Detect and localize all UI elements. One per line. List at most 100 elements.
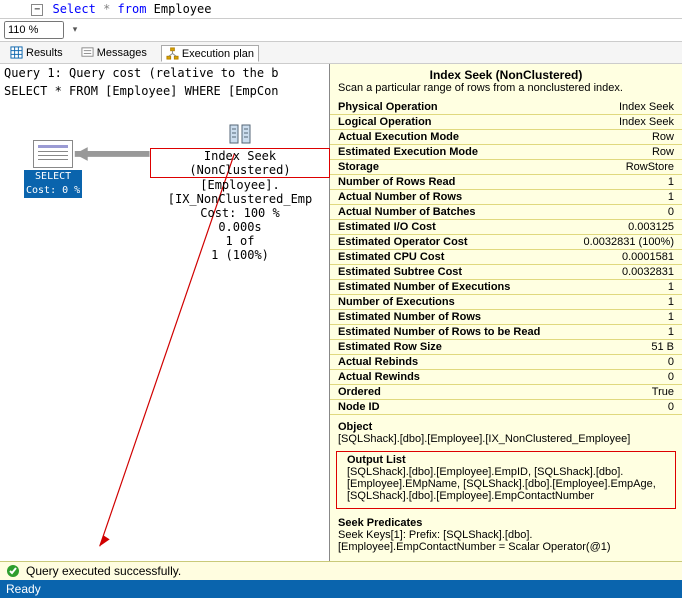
tooltip-output-label: Output List: [339, 454, 673, 466]
tooltip-prop-name: Estimated Execution Mode: [330, 145, 567, 160]
tooltip-prop-name: Logical Operation: [330, 115, 567, 130]
tooltip-property-table: Physical OperationIndex SeekLogical Oper…: [330, 100, 682, 415]
seek-rows-a: 1 of: [150, 234, 330, 248]
tab-messages[interactable]: Messages: [77, 45, 151, 60]
tooltip-prop-name: Estimated CPU Cost: [330, 250, 567, 265]
tooltip-row: Estimated I/O Cost0.003125: [330, 220, 682, 235]
seek-rows-b: 1 (100%): [150, 248, 330, 262]
tooltip-prop-value: 1: [567, 190, 682, 205]
tooltip-row: Actual Execution ModeRow: [330, 130, 682, 145]
plan-icon: [166, 47, 179, 60]
select-node-icon: [33, 140, 73, 168]
tooltip-prop-name: Actual Number of Batches: [330, 205, 567, 220]
tooltip-prop-name: Actual Number of Rows: [330, 190, 567, 205]
select-node-cost: Cost: 0 %: [24, 184, 82, 198]
tooltip-row: Estimated Subtree Cost0.0032831: [330, 265, 682, 280]
tooltip-row: Estimated Number of Rows1: [330, 310, 682, 325]
tooltip-prop-value: 0.003125: [567, 220, 682, 235]
success-icon: [6, 564, 20, 578]
tooltip-row: Node ID0: [330, 400, 682, 415]
tooltip-row: Actual Rebinds0: [330, 355, 682, 370]
results-tabs: Results Messages Execution plan: [0, 42, 682, 64]
tooltip-prop-name: Number of Rows Read: [330, 175, 567, 190]
kw-from: from: [118, 2, 147, 16]
tooltip-object-label: Object: [330, 415, 682, 433]
tooltip-row: Estimated Number of Rows to be Read1: [330, 325, 682, 340]
plan-node-index-seek[interactable]: Index Seek (NonClustered) [Employee].[IX…: [150, 122, 330, 262]
index-seek-icon: [228, 122, 252, 146]
tooltip-seekpred-label: Seek Predicates: [330, 511, 682, 529]
tooltip-row: Estimated Row Size51 B: [330, 340, 682, 355]
tooltip-prop-name: Actual Rewinds: [330, 370, 567, 385]
status-message: Query executed successfully.: [26, 564, 181, 578]
tooltip-prop-name: Node ID: [330, 400, 567, 415]
tooltip-prop-value: 0: [567, 355, 682, 370]
select-node-label: SELECT: [24, 170, 82, 184]
tooltip-prop-name: Ordered: [330, 385, 567, 400]
messages-icon: [81, 46, 94, 59]
tooltip-prop-value: 1: [567, 175, 682, 190]
seek-title: Index Seek (NonClustered): [150, 148, 330, 178]
tooltip-prop-name: Estimated Number of Executions: [330, 280, 567, 295]
status-bar: Query executed successfully.: [0, 561, 682, 580]
tooltip-prop-value: 0: [567, 370, 682, 385]
tooltip-row: Estimated Execution ModeRow: [330, 145, 682, 160]
tooltip-prop-name: Estimated I/O Cost: [330, 220, 567, 235]
sql-star: *: [103, 2, 110, 16]
tooltip-prop-name: Actual Rebinds: [330, 355, 567, 370]
tooltip-seekpred-value: Seek Keys[1]: Prefix: [SQLShack].[dbo].[…: [330, 529, 682, 557]
tab-results[interactable]: Results: [6, 45, 67, 60]
tooltip-output-value: [SQLShack].[dbo].[Employee].EmpID, [SQLS…: [339, 466, 673, 506]
zoom-input[interactable]: [4, 21, 64, 39]
tooltip-prop-value: Row: [567, 130, 682, 145]
seek-object: [Employee].[IX_NonClustered_Emp: [150, 178, 330, 206]
sql-editor-line[interactable]: − Select * from Employee: [0, 0, 682, 19]
ready-bar: Ready: [0, 580, 682, 598]
tooltip-row: Estimated Number of Executions1: [330, 280, 682, 295]
plan-canvas[interactable]: SELECT Cost: 0 % Index Seek (NonClustere: [0, 100, 329, 561]
tooltip-row: Number of Rows Read1: [330, 175, 682, 190]
tooltip-prop-value: Index Seek: [567, 100, 682, 115]
tooltip-object-value: [SQLShack].[dbo].[Employee].[IX_NonClust…: [330, 433, 682, 449]
tooltip-prop-value: 0: [567, 400, 682, 415]
tooltip-prop-name: Number of Executions: [330, 295, 567, 310]
tooltip-prop-value: 1: [567, 295, 682, 310]
tab-messages-label: Messages: [97, 47, 147, 59]
tooltip-prop-name: Estimated Row Size: [330, 340, 567, 355]
seek-time: 0.000s: [150, 220, 330, 234]
zoom-dropdown-icon[interactable]: ▾: [68, 23, 82, 37]
fold-icon[interactable]: −: [31, 4, 43, 16]
query-cost-line1: Query 1: Query cost (relative to the b: [0, 64, 329, 82]
kw-select: Select: [52, 2, 95, 16]
tooltip-prop-value: True: [567, 385, 682, 400]
tooltip-prop-value: RowStore: [567, 160, 682, 175]
zoom-toolbar: ▾: [0, 19, 682, 42]
tab-plan-label: Execution plan: [182, 48, 254, 60]
tooltip-prop-name: Estimated Number of Rows: [330, 310, 567, 325]
tooltip-prop-value: 0.0032831 (100%): [567, 235, 682, 250]
tooltip-row: Estimated Operator Cost0.0032831 (100%): [330, 235, 682, 250]
tooltip-prop-name: Estimated Subtree Cost: [330, 265, 567, 280]
tooltip-prop-value: 0: [567, 205, 682, 220]
tab-execution-plan[interactable]: Execution plan: [161, 45, 259, 62]
tooltip-row: OrderedTrue: [330, 385, 682, 400]
tooltip-prop-name: Storage: [330, 160, 567, 175]
tooltip-row: Actual Rewinds0: [330, 370, 682, 385]
tooltip-prop-value: 51 B: [567, 340, 682, 355]
plan-node-select[interactable]: SELECT Cost: 0 %: [24, 140, 82, 198]
grid-icon: [10, 46, 23, 59]
tooltip-prop-name: Physical Operation: [330, 100, 567, 115]
tooltip-prop-value: 0.0001581: [567, 250, 682, 265]
ready-label: Ready: [6, 582, 41, 596]
query-cost-line2: SELECT * FROM [Employee] WHERE [EmpCon: [0, 82, 329, 100]
tooltip-prop-value: Index Seek: [567, 115, 682, 130]
tab-results-label: Results: [26, 47, 63, 59]
tooltip-prop-name: Estimated Number of Rows to be Read: [330, 325, 567, 340]
tooltip-row: Actual Number of Rows1: [330, 190, 682, 205]
seek-cost: Cost: 100 %: [150, 206, 330, 220]
tooltip-row: Physical OperationIndex Seek: [330, 100, 682, 115]
tooltip-prop-value: 1: [567, 310, 682, 325]
tooltip-row: Logical OperationIndex Seek: [330, 115, 682, 130]
tooltip-prop-value: Row: [567, 145, 682, 160]
tooltip-row: Actual Number of Batches0: [330, 205, 682, 220]
